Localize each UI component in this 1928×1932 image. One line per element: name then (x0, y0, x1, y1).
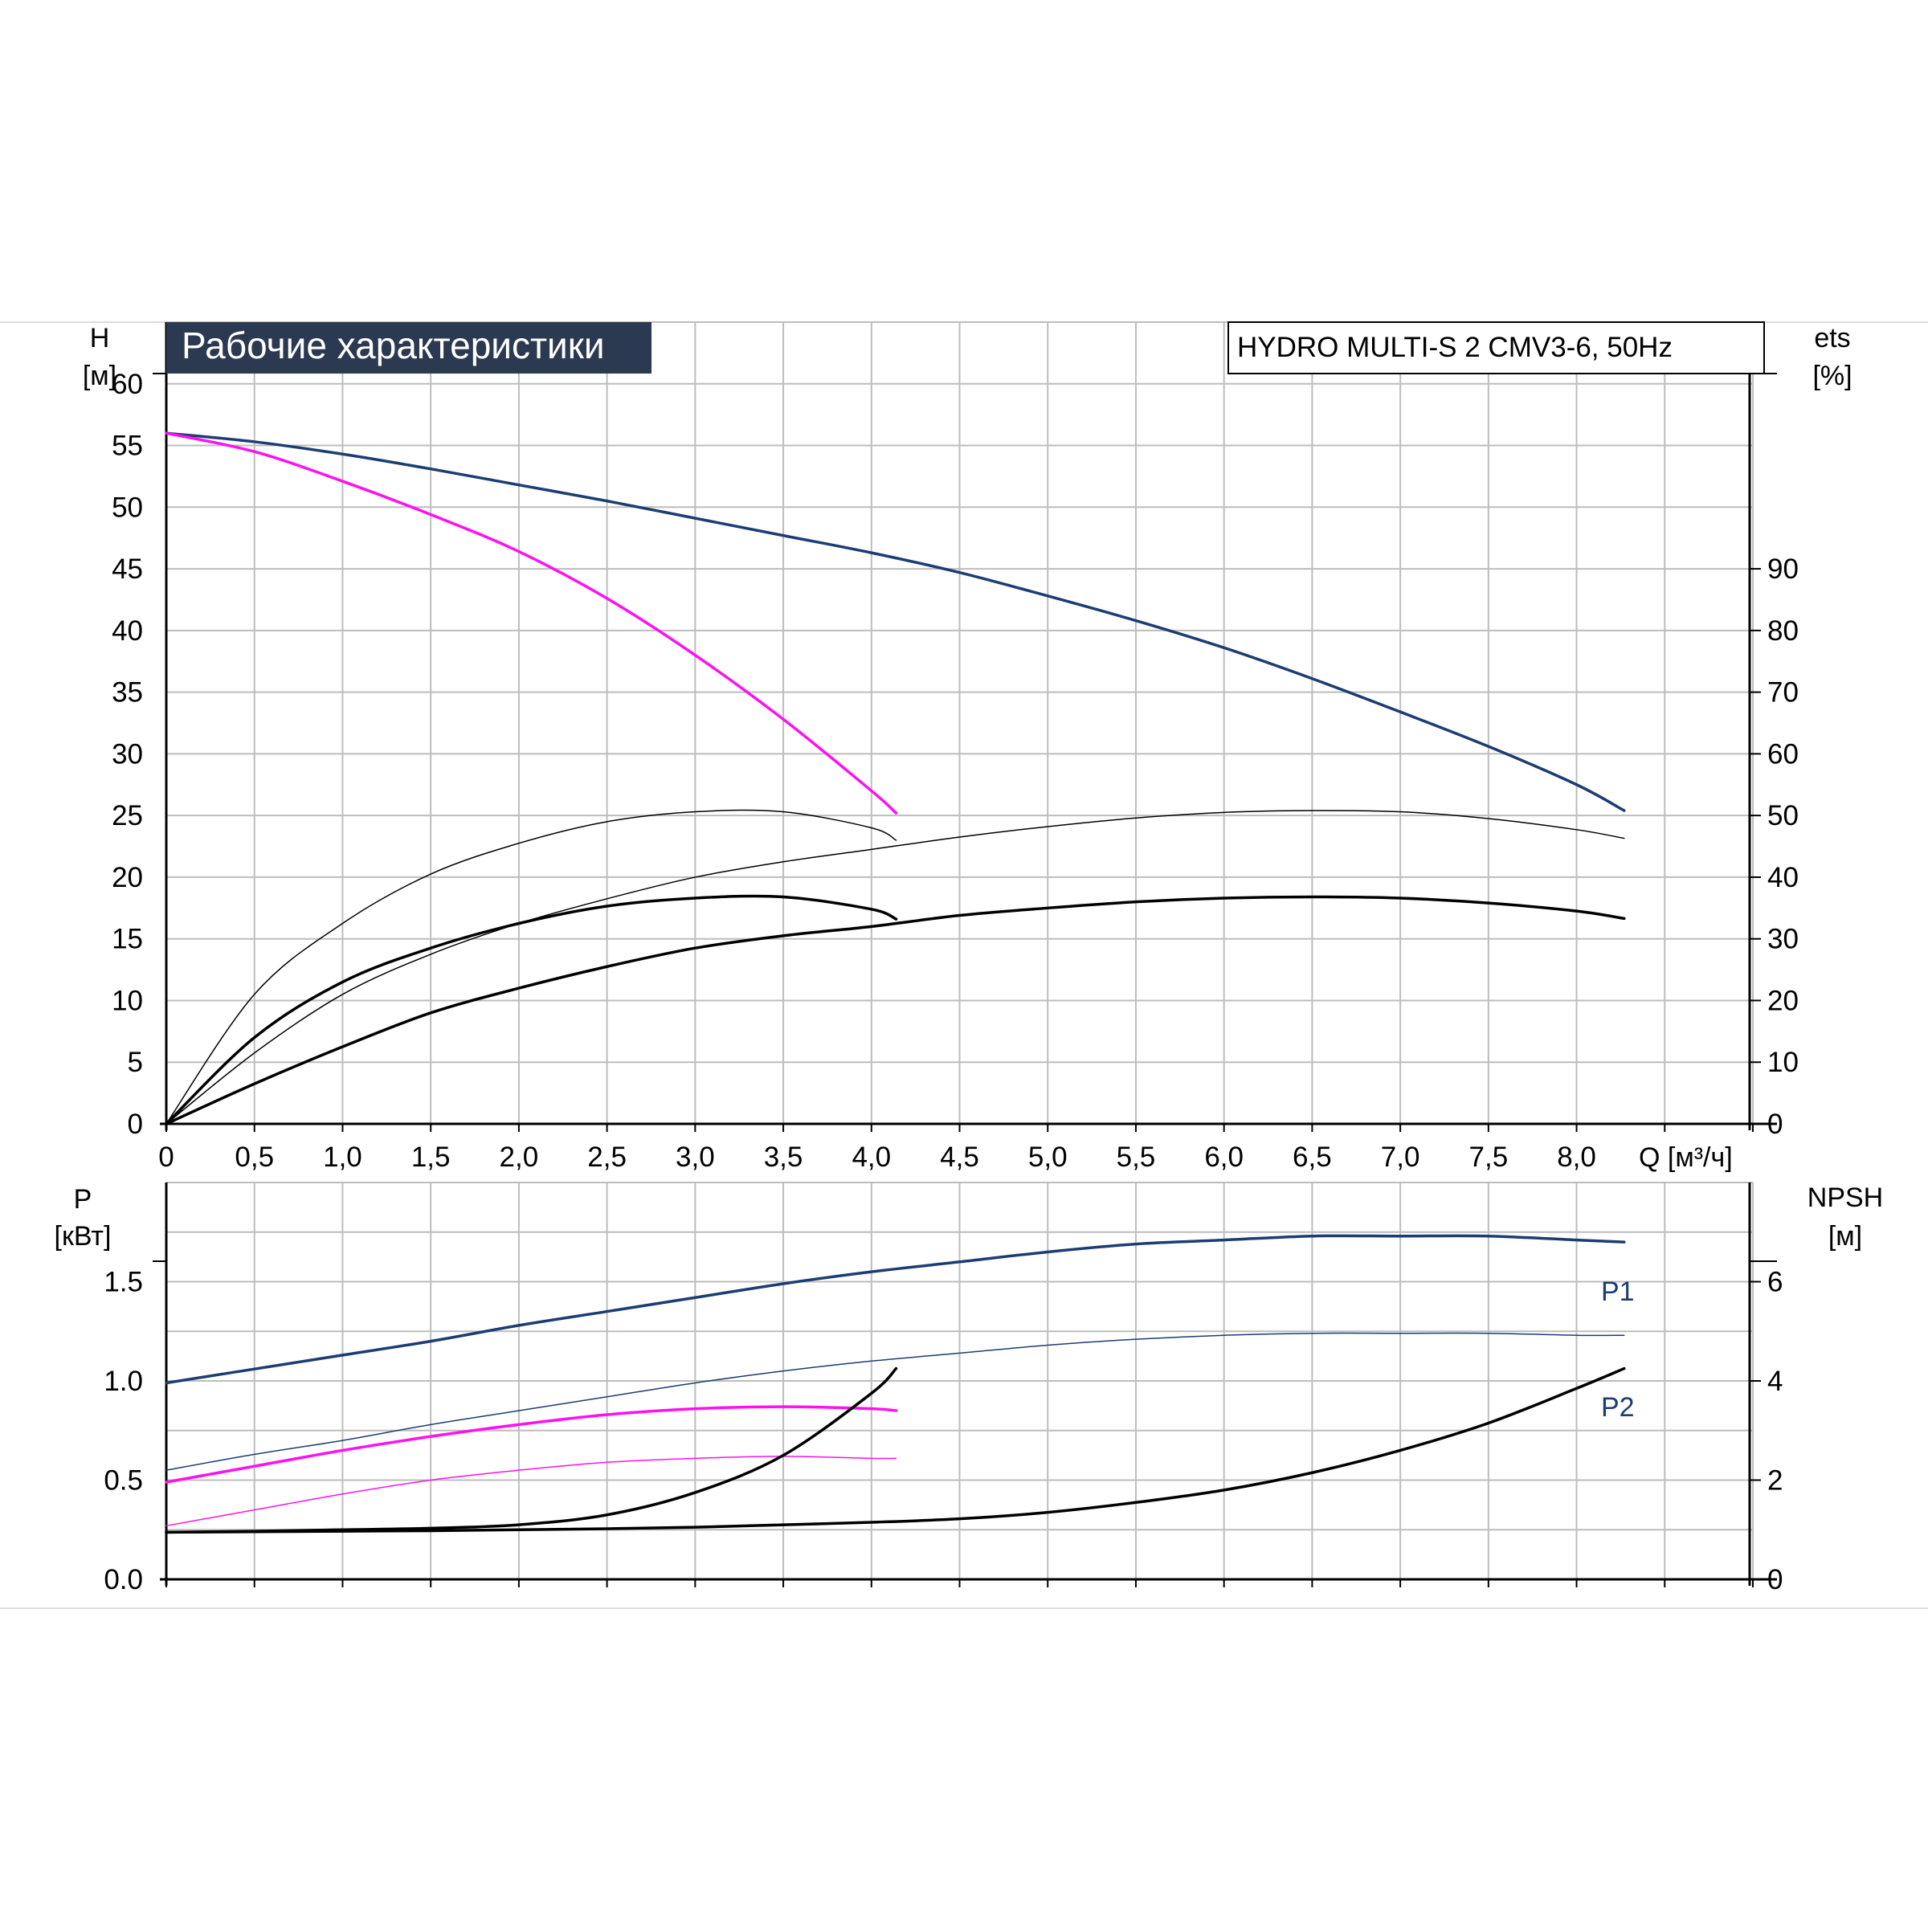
y-tick-label: 20 (112, 862, 143, 893)
x-tick-label: 2,5 (587, 1142, 627, 1173)
x-axis-unit-label: Q [м³/ч] (1639, 1142, 1733, 1173)
y-tick-label: 45 (112, 553, 143, 585)
upper-series-black-3 (165, 810, 1625, 1125)
y-tick-label: 35 (112, 677, 143, 709)
title-box (166, 322, 652, 374)
lower-right-axis-label-1: NPSH (1808, 1182, 1883, 1213)
y-tick-label: 15 (112, 924, 143, 955)
tick-labels: 0 0,5 1,0 1,5 2,0 2,5 3,0 3,5 4,0 4,5 5,0 5,5 6,0 6,5… (104, 369, 1799, 1595)
lower-right-axis-label-2: [м] (1828, 1221, 1862, 1252)
lower-series-p2 (165, 1332, 1625, 1471)
x-tick-label: 0,5 (235, 1142, 274, 1173)
y-tick-label: 10 (112, 985, 143, 1016)
upper-right-axis-label-1: ets (1814, 323, 1850, 353)
model-label: HYDRO MULTI-S 2 CMV3-6, 50Hz (1237, 332, 1673, 363)
upper-series (165, 431, 1626, 1125)
y-tick-label: 1.0 (104, 1366, 143, 1397)
x-tick-label: 0 (158, 1142, 174, 1173)
x-tick-label: 5,0 (1028, 1142, 1068, 1173)
x-tick-label: 2,0 (500, 1142, 539, 1173)
x-tick-label: 6,0 (1204, 1142, 1244, 1173)
y-tick-label: 30 (112, 738, 143, 770)
upper-left-axis-label-2: [м] (83, 361, 116, 391)
x-tick-label: 5,5 (1117, 1142, 1156, 1173)
x-tick-label: 1,0 (323, 1142, 362, 1173)
x-tick-label: 7,5 (1469, 1142, 1509, 1173)
upper-series-blue-0 (165, 431, 1626, 812)
chart-title: Рабочие характеристики (182, 325, 605, 366)
y2-tick-label: 70 (1767, 677, 1799, 709)
y-tick-label: 0.5 (104, 1465, 143, 1497)
model-box (1227, 321, 1765, 374)
x-tick-label: 7,0 (1381, 1142, 1420, 1173)
lower-grid (160, 1182, 1777, 1587)
lower-series-p1 (165, 1234, 1626, 1385)
lower-series-magenta-2 (165, 1405, 898, 1484)
y2-tick-label: 2 (1767, 1465, 1783, 1497)
y-tick-label: 5 (128, 1047, 143, 1078)
upper-grid (160, 321, 1777, 1132)
y2-tick-label: 80 (1767, 615, 1799, 647)
y-tick-label: 50 (112, 492, 143, 523)
lower-left-axis-label-1: P (74, 1184, 92, 1215)
x-tick-label: 4,5 (940, 1142, 979, 1173)
y2-tick-label: 30 (1767, 924, 1799, 955)
y-tick-label: 1.5 (104, 1267, 143, 1298)
y-tick-label: 0 (128, 1109, 143, 1140)
y2-tick-label: 60 (1767, 738, 1799, 770)
y2-tick-label: 10 (1767, 1047, 1799, 1078)
y2-tick-label: 6 (1767, 1267, 1783, 1298)
upper-series-black-4 (165, 894, 898, 1125)
lower-series (165, 1234, 1626, 1534)
upper-series-black-2 (165, 809, 897, 1125)
y2-tick-label: 4 (1767, 1366, 1783, 1397)
upper-series-magenta-1 (165, 431, 898, 815)
y2-tick-label: 90 (1767, 553, 1799, 585)
x-tick-label: 4,0 (852, 1142, 891, 1173)
y2-tick-label: 20 (1767, 985, 1799, 1016)
lower-series-magenta-3 (165, 1456, 897, 1527)
lower-series-black-5 (165, 1366, 1626, 1534)
y-tick-label: 25 (112, 800, 143, 831)
series-label-p1: P1 (1601, 1276, 1635, 1307)
upper-series-black-5 (165, 895, 1626, 1125)
y2-tick-label: 50 (1767, 800, 1799, 831)
x-tick-label: 6,5 (1293, 1142, 1332, 1173)
x-tick-label: 8,0 (1557, 1142, 1596, 1173)
y2-tick-label: 0 (1767, 1109, 1783, 1140)
upper-left-axis-label-1: H (90, 323, 110, 353)
series-label-p2: P2 (1601, 1392, 1635, 1423)
y-tick-label: 40 (112, 615, 143, 647)
y-tick-label: 60 (112, 369, 143, 400)
x-tick-label: 3,0 (676, 1142, 715, 1173)
x-tick-label: 3,5 (764, 1142, 803, 1173)
upper-right-axis-label-2: [%] (1812, 361, 1852, 391)
y-tick-label: 0.0 (104, 1564, 143, 1595)
y2-tick-label: 40 (1767, 862, 1799, 893)
y2-tick-label: 0 (1767, 1564, 1783, 1595)
lower-left-axis-label-2: [кВт] (55, 1221, 112, 1252)
x-tick-label: 1,5 (411, 1142, 451, 1173)
y-tick-label: 55 (112, 431, 143, 462)
